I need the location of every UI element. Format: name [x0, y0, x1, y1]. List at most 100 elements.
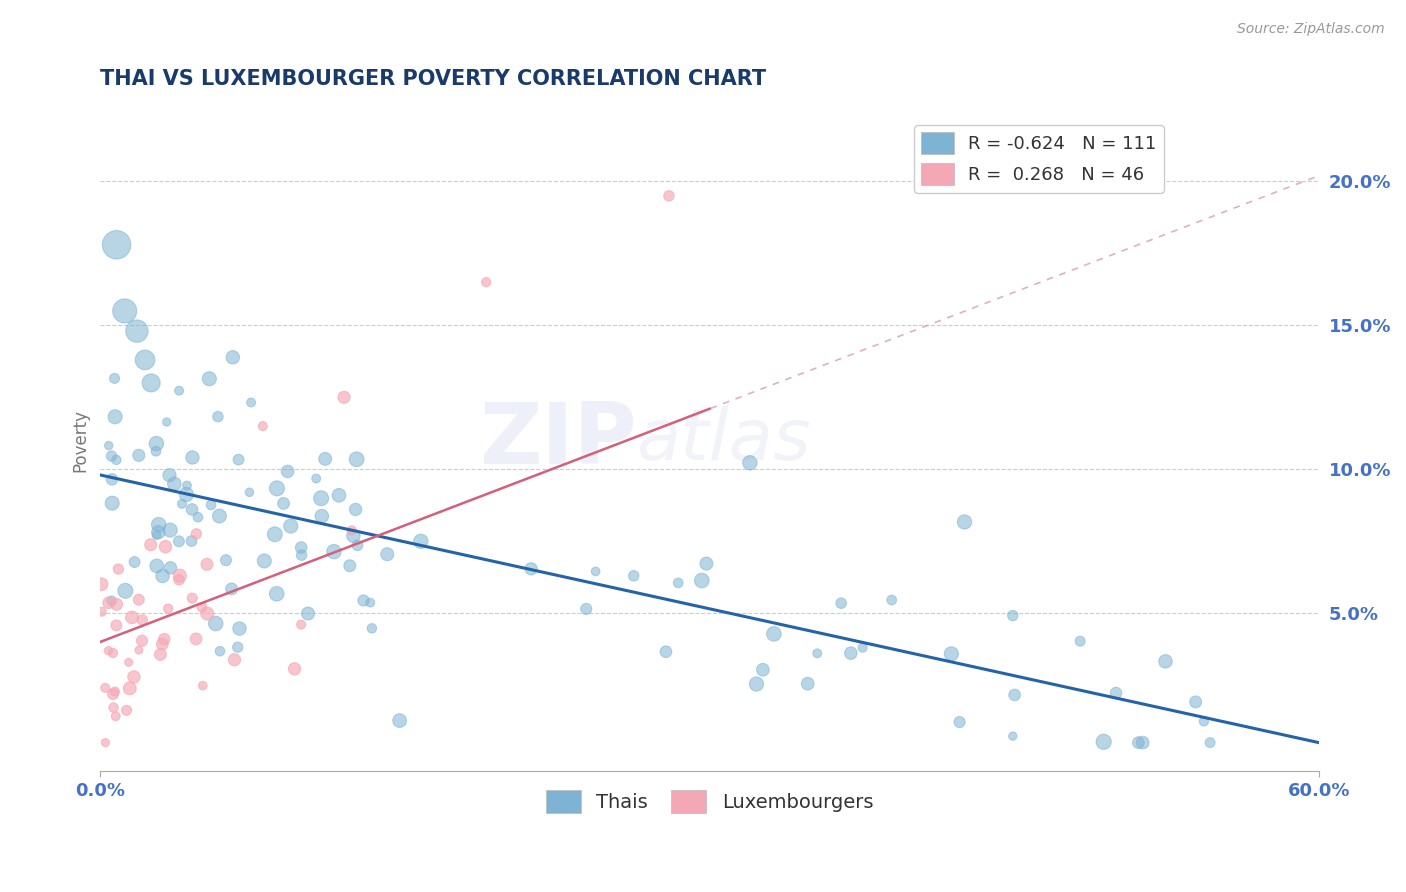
Point	[114, 583, 136, 598]
Point	[283, 662, 305, 676]
Point	[94, 736, 117, 750]
Point	[328, 488, 350, 502]
Point	[145, 436, 167, 450]
Point	[118, 681, 141, 696]
Point	[105, 618, 128, 632]
Point	[309, 491, 332, 506]
Point	[252, 419, 274, 434]
Point	[159, 561, 181, 575]
Point	[184, 632, 207, 646]
Text: THAI VS LUXEMBOURGER POVERTY CORRELATION CHART: THAI VS LUXEMBOURGER POVERTY CORRELATION…	[100, 69, 766, 88]
Point	[155, 540, 177, 554]
Point	[115, 703, 138, 717]
Point	[94, 681, 117, 695]
Point	[238, 485, 260, 500]
Point	[323, 544, 346, 558]
Point	[145, 444, 167, 458]
Point	[124, 555, 146, 569]
Point	[796, 676, 818, 690]
Point	[100, 594, 122, 608]
Point	[1192, 714, 1215, 729]
Point	[297, 607, 319, 621]
Point	[344, 502, 367, 516]
Point	[273, 496, 295, 510]
Point	[180, 534, 202, 549]
Point	[340, 524, 363, 538]
Point	[266, 481, 288, 495]
Point	[200, 498, 222, 512]
Point	[101, 472, 124, 486]
Point	[105, 453, 128, 467]
Point	[658, 189, 681, 203]
Point	[152, 569, 174, 583]
Point	[1132, 736, 1154, 750]
Point	[360, 621, 382, 635]
Point	[121, 610, 143, 624]
Point	[105, 237, 128, 252]
Point	[118, 656, 141, 670]
Point	[215, 553, 238, 567]
Point	[149, 648, 172, 662]
Point	[195, 558, 218, 572]
Point	[1069, 634, 1091, 648]
Point	[222, 351, 245, 365]
Point	[105, 598, 128, 612]
Point	[191, 600, 214, 615]
Point	[208, 509, 231, 524]
Point	[157, 601, 180, 615]
Point	[585, 565, 607, 579]
Point	[311, 509, 333, 524]
Point	[666, 575, 689, 590]
Point	[305, 471, 328, 485]
Point	[738, 456, 761, 470]
Point	[107, 562, 129, 576]
Point	[97, 596, 120, 610]
Point	[156, 415, 179, 429]
Point	[207, 409, 229, 424]
Point	[1154, 654, 1177, 668]
Point	[880, 593, 903, 607]
Point	[104, 709, 127, 723]
Point	[159, 468, 181, 483]
Point	[224, 653, 246, 667]
Point	[101, 687, 124, 701]
Point	[290, 548, 312, 562]
Point	[346, 452, 368, 467]
Point	[163, 476, 186, 491]
Point	[128, 643, 150, 657]
Point	[575, 602, 598, 616]
Point	[145, 528, 167, 542]
Point	[122, 670, 145, 684]
Point	[1199, 736, 1222, 750]
Point	[204, 616, 226, 631]
Point	[125, 324, 148, 338]
Point	[148, 517, 170, 532]
Point	[169, 568, 191, 582]
Point	[263, 527, 285, 541]
Point	[346, 538, 368, 552]
Point	[1001, 608, 1024, 623]
Point	[181, 450, 204, 465]
Point	[333, 390, 356, 404]
Point	[195, 607, 218, 621]
Point	[131, 613, 153, 627]
Point	[353, 593, 375, 607]
Point	[690, 574, 713, 588]
Point	[226, 640, 249, 655]
Point	[941, 647, 963, 661]
Legend: Thais, Luxembourgers: Thais, Luxembourgers	[538, 782, 882, 822]
Point	[176, 487, 198, 501]
Point	[839, 646, 862, 660]
Point	[830, 596, 852, 610]
Point	[97, 439, 120, 453]
Point	[176, 478, 198, 492]
Point	[253, 554, 276, 568]
Point	[266, 587, 288, 601]
Point	[167, 534, 190, 549]
Point	[186, 526, 208, 541]
Point	[1001, 729, 1024, 743]
Point	[167, 573, 190, 587]
Point	[145, 558, 167, 573]
Point	[170, 497, 193, 511]
Y-axis label: Poverty: Poverty	[72, 409, 89, 472]
